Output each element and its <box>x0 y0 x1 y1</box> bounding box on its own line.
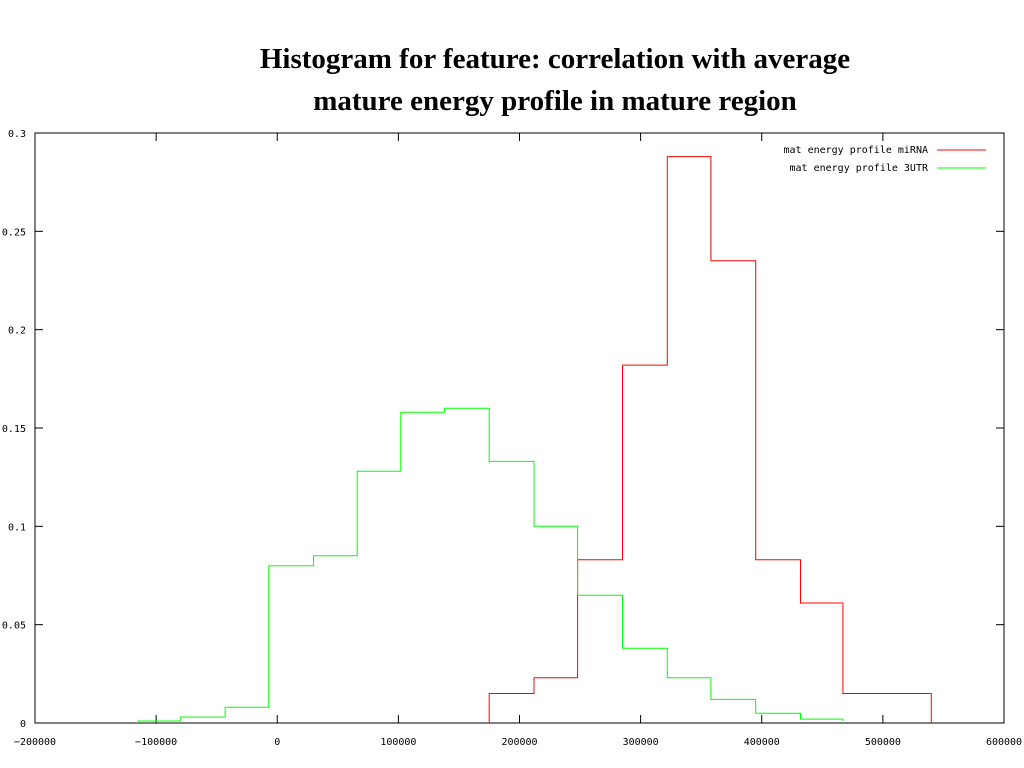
y-tick-label: 0.05 <box>2 621 26 632</box>
chart-title-line-2: mature energy profile in mature region <box>313 85 797 117</box>
x-tick-label: 500000 <box>865 737 901 748</box>
y-tick-label: 0.2 <box>8 326 26 337</box>
legend-label: mat energy profile 3UTR <box>790 163 929 174</box>
chart-title-line-1: Histogram for feature: correlation with … <box>259 43 851 75</box>
chart-title: Histogram for feature: correlation with … <box>0 38 1024 122</box>
x-tick-label: 200000 <box>501 737 537 748</box>
x-tick-label: 400000 <box>744 737 780 748</box>
x-tick-label: 100000 <box>380 737 416 748</box>
legend-label: mat energy profile miRNA <box>784 145 929 156</box>
y-tick-label: 0.25 <box>2 227 26 238</box>
legend: mat energy profile miRNA mat energy profi… <box>784 145 986 174</box>
series-line-mirna <box>488 156 932 723</box>
series-layer <box>137 156 932 723</box>
x-tick-label: 0 <box>274 737 280 748</box>
y-tick-label: 0.1 <box>8 522 26 533</box>
series-line-3utr <box>137 407 844 723</box>
axis-ticks: −200000 −100000 0 100000 200000 300000 400000 5… <box>2 129 1022 748</box>
x-tick-label: 300000 <box>623 737 659 748</box>
y-tick-label: 0.15 <box>2 424 26 435</box>
y-tick-label: 0.3 <box>8 129 26 140</box>
x-tick-label: 600000 <box>986 737 1022 748</box>
y-tick-label: 0 <box>20 719 26 730</box>
x-tick-label: −100000 <box>135 737 177 748</box>
x-tick-label: −200000 <box>14 737 56 748</box>
plot-frame <box>34 132 1005 724</box>
